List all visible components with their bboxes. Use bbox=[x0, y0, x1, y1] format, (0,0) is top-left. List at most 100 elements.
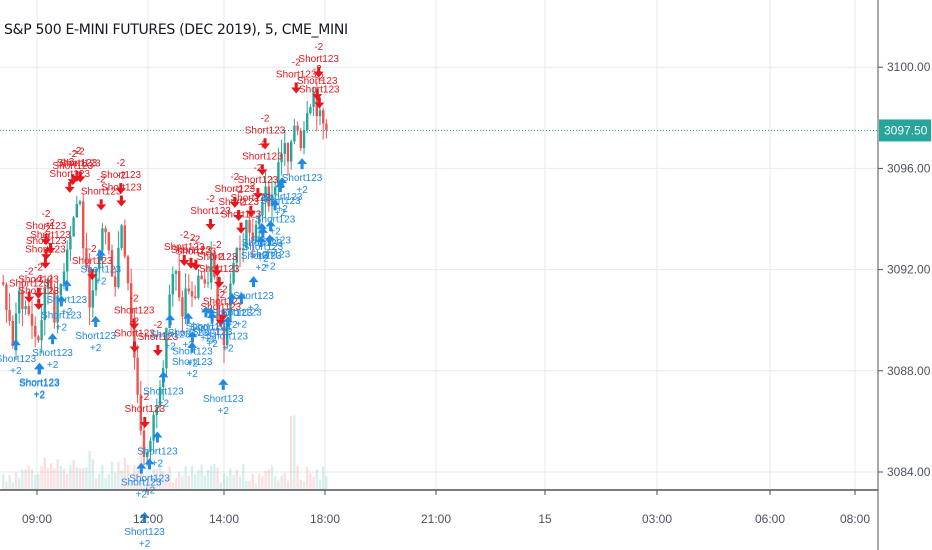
candle-body bbox=[91, 290, 94, 308]
candle-body bbox=[43, 288, 46, 321]
volume-bar bbox=[286, 480, 290, 490]
volume-bar bbox=[251, 473, 254, 490]
candle-body bbox=[14, 313, 18, 346]
short-signal-value: -2 bbox=[216, 290, 225, 301]
short-signal-value: -2 bbox=[68, 149, 77, 160]
candle-body bbox=[165, 328, 168, 369]
candle-body bbox=[155, 406, 158, 415]
long-arrow-stem bbox=[155, 437, 159, 443]
short-arrow-icon bbox=[205, 223, 216, 230]
long-arrow-icon bbox=[227, 293, 238, 300]
short-arrow-icon bbox=[260, 143, 271, 150]
long-arrow-icon bbox=[61, 279, 72, 286]
candle-body bbox=[251, 232, 254, 241]
volume-bar bbox=[245, 480, 248, 490]
volume-bar bbox=[40, 466, 43, 490]
long-signal-value: +2 bbox=[144, 485, 156, 496]
long-arrow-stem bbox=[278, 187, 282, 193]
candle-body bbox=[270, 194, 274, 207]
volume-bars bbox=[2, 415, 328, 490]
long-signal-value: +2 bbox=[255, 263, 267, 274]
volume-bar bbox=[43, 457, 46, 490]
candle-body bbox=[286, 143, 290, 162]
grid bbox=[0, 0, 878, 490]
short-signal-value: -2 bbox=[25, 267, 34, 278]
candle-body bbox=[312, 92, 315, 108]
short-arrow-icon bbox=[67, 179, 78, 186]
long-arrow-icon bbox=[207, 311, 218, 318]
y-tick-label: 3096.00 bbox=[887, 161, 931, 175]
short-signal-label: Short123 bbox=[25, 245, 66, 256]
short-signal-label: Short123 bbox=[203, 297, 244, 308]
short-arrow-stem bbox=[75, 170, 79, 176]
candle-body bbox=[322, 110, 325, 124]
volume-bar bbox=[181, 476, 184, 490]
short-arrow-icon bbox=[245, 210, 256, 217]
y-tick-label: 3084.00 bbox=[887, 465, 931, 479]
long-signal-label: Short123 bbox=[192, 327, 233, 338]
short-arrow-icon bbox=[41, 254, 52, 261]
volume-bar bbox=[187, 475, 190, 490]
volume-bar bbox=[299, 479, 302, 490]
volume-bar bbox=[283, 472, 286, 490]
candle-body bbox=[56, 295, 59, 323]
last-price-tag-box bbox=[879, 119, 931, 142]
volume-bar bbox=[219, 482, 222, 490]
candle-body bbox=[59, 283, 62, 296]
candle-body bbox=[75, 204, 78, 218]
candle-body bbox=[126, 256, 130, 284]
volume-bar bbox=[27, 465, 30, 490]
long-signal-label: Short123 bbox=[0, 354, 37, 365]
volume-bar bbox=[222, 472, 226, 490]
short-signal-label: Short123 bbox=[242, 151, 283, 162]
long-signal-label: Short123 bbox=[260, 196, 301, 207]
long-signal-value: +2 bbox=[187, 358, 199, 369]
volume-bar bbox=[264, 470, 267, 490]
long-arrow-stem bbox=[14, 345, 18, 351]
short-signal-value: -2 bbox=[206, 194, 215, 205]
short-arrow-stem bbox=[43, 257, 47, 263]
short-arrow-stem bbox=[256, 188, 260, 194]
short-arrow-icon bbox=[152, 350, 163, 357]
candle-body bbox=[226, 321, 229, 346]
volume-bar bbox=[270, 465, 274, 490]
long-arrow-stem bbox=[51, 339, 55, 345]
long-signal-label: Short123 bbox=[242, 238, 283, 249]
long-arrow-stem bbox=[190, 347, 194, 353]
chart-title: S&P 500 E-MINI FUTURES (DEC 2019), 5, CM… bbox=[4, 22, 348, 38]
long-arrow-icon bbox=[144, 458, 155, 465]
long-signal-label: Short123 bbox=[121, 478, 162, 489]
candle-body bbox=[254, 224, 258, 241]
short-arrow-icon bbox=[129, 346, 140, 353]
short-signal-value: -2 bbox=[34, 274, 43, 285]
candle-body bbox=[34, 325, 37, 337]
long-arrow-icon bbox=[275, 181, 286, 188]
candle-body bbox=[181, 297, 184, 317]
long-signal-value: +2 bbox=[206, 339, 218, 350]
long-arrow-icon bbox=[264, 234, 275, 241]
long-signal-label: Short123 bbox=[81, 265, 122, 276]
short-signal-label: Short123 bbox=[299, 84, 340, 95]
x-tick-label: 06:00 bbox=[755, 512, 785, 526]
long-signal-value: +2 bbox=[256, 250, 268, 261]
long-arrow-icon bbox=[218, 378, 229, 385]
long-signal-value: +2 bbox=[264, 261, 276, 272]
long-signal-value: +2 bbox=[10, 366, 22, 377]
signal-markers: Short123-2Short123-2Short123-2Short123-2… bbox=[0, 42, 340, 550]
short-signal-label: Short123 bbox=[57, 158, 98, 169]
long-arrow-stem bbox=[204, 312, 208, 318]
candle-body bbox=[216, 277, 219, 320]
candle-body bbox=[190, 291, 194, 297]
volume-bar bbox=[136, 471, 139, 490]
short-arrow-icon bbox=[215, 319, 226, 326]
short-arrow-stem bbox=[239, 222, 243, 228]
short-arrow-stem bbox=[233, 196, 237, 202]
volume-bar bbox=[216, 467, 219, 490]
short-signal-label: Short123 bbox=[101, 170, 142, 181]
short-signal-value: -2 bbox=[65, 157, 74, 168]
long-arrow-stem bbox=[65, 285, 69, 291]
volume-bar bbox=[296, 465, 299, 490]
volume-bar bbox=[210, 465, 213, 490]
volume-bar bbox=[14, 472, 18, 490]
